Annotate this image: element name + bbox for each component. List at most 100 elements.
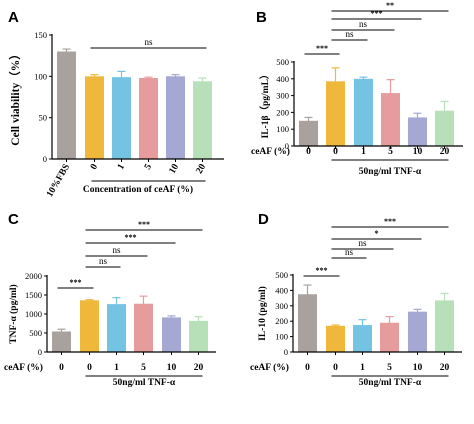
y-axis-label: Cell viability（%） (8, 48, 22, 145)
bar (166, 76, 185, 159)
significance-label: * (375, 229, 379, 238)
significance-label: ns (359, 19, 368, 29)
panel-letter: A (8, 9, 19, 26)
bar (112, 77, 131, 159)
x-tick-label: 0 (89, 162, 100, 171)
x-tick-label: 10 (413, 363, 423, 373)
bar (298, 294, 317, 352)
significance-label: *** (316, 266, 328, 275)
bar (139, 77, 158, 159)
y-tick-label: 1000 (25, 309, 42, 319)
bar (381, 93, 400, 146)
y-tick-label: 100 (34, 71, 47, 81)
bar (380, 322, 399, 352)
y-axis-label: IL-10 (pg/ml) (257, 286, 268, 341)
bar (134, 303, 153, 352)
x-tick-label: 5 (387, 363, 392, 373)
bar (57, 51, 76, 159)
significance-label: *** (316, 44, 328, 53)
bar (193, 81, 212, 159)
x-tick-label: 20 (194, 363, 204, 373)
x-tick-label: 10%FBS (45, 163, 72, 200)
x-tick-label: 0 (306, 147, 311, 157)
y-tick-label: 0 (38, 347, 42, 357)
y-tick-label: 2000 (25, 271, 42, 281)
significance-label: ns (144, 37, 153, 47)
y-tick-label: 500 (29, 328, 42, 338)
x-tick-label: 20 (195, 162, 209, 175)
bar (80, 300, 99, 352)
x-tick-label: 1 (360, 363, 365, 373)
y-tick-label: 0 (43, 154, 47, 164)
bar (435, 300, 454, 352)
x-tick-label: 0 (305, 363, 310, 373)
panel-c: C 0 500 1000 1500 2000 0 0 1 5 10 20 TNF-α (pg/ml) ce… (4, 211, 216, 388)
significance-label: ** (386, 1, 394, 10)
x-tick-label: 20 (440, 363, 450, 373)
row-label: ceAF (%) (251, 146, 290, 157)
bar (52, 331, 71, 352)
y-tick-label: 300 (275, 301, 288, 311)
significance-label: *** (371, 9, 383, 18)
significance-label: *** (70, 278, 82, 287)
bar (326, 325, 345, 352)
y-tick-label: 1500 (25, 290, 42, 300)
panel-letter: B (256, 9, 267, 26)
panel-d: D 0 100 200 300 400 500 0 0 1 5 10 20 IL-10 (pg/ml) ce… (250, 211, 462, 388)
y-tick-label: 200 (276, 107, 289, 117)
x-tick-label: 10 (413, 147, 423, 157)
y-tick-label: 150 (34, 30, 47, 40)
y-tick-label: 500 (275, 270, 288, 280)
bar (354, 78, 373, 146)
group-label: 50ng/ml TNF-α (359, 378, 422, 388)
group-label: 50ng/ml TNF-α (113, 378, 176, 388)
group-label: 50ng/ml TNF-α (359, 167, 422, 177)
significance-label: ns (112, 245, 121, 255)
x-tick-label: 1 (114, 363, 119, 373)
bar (162, 317, 181, 352)
x-tick-label: 10 (167, 363, 177, 373)
y-tick-label: 50 (39, 113, 48, 123)
row-label: ceAF (%) (250, 362, 289, 373)
x-tick-label: 0 (333, 147, 338, 157)
panel-b: B 0 100 200 300 400 500 0 0 1 5 10 20 IL-1β（pg/mL） ceA… (251, 1, 463, 177)
x-tick-label: 5 (141, 363, 146, 373)
bar (435, 110, 454, 146)
y-tick-label: 100 (276, 124, 289, 134)
bar (353, 325, 372, 352)
bar (408, 311, 427, 352)
y-tick-label: 0 (285, 141, 289, 151)
y-tick-label: 300 (276, 91, 289, 101)
y-tick-label: 400 (275, 285, 288, 295)
panel-letter: D (258, 211, 269, 228)
x-tick-label: 1 (116, 162, 127, 171)
significance-label: *** (138, 220, 150, 229)
bar (299, 120, 318, 146)
bar (408, 117, 427, 146)
bar (85, 76, 104, 159)
row-label: ceAF (%) (4, 362, 43, 373)
x-tick-label: 5 (143, 162, 154, 171)
y-tick-label: 400 (276, 74, 289, 84)
panel-letter: C (8, 211, 19, 228)
y-tick-label: 100 (275, 332, 288, 342)
significance-label: *** (384, 217, 396, 226)
x-tick-label: 0 (87, 363, 92, 373)
bar (189, 320, 208, 352)
significance-label: ns (358, 238, 367, 248)
x-tick-label: 0 (333, 363, 338, 373)
y-axis-label: IL-1β（pg/mL） (259, 70, 271, 139)
significance-label: *** (125, 233, 137, 242)
y-tick-label: 200 (275, 316, 288, 326)
significance-label: ns (345, 29, 354, 39)
x-tick-label: 0 (59, 363, 64, 373)
bar (107, 304, 126, 352)
y-tick-label: 0 (284, 347, 288, 357)
significance-label: ns (99, 256, 108, 266)
y-axis-label: TNF-α (pg/ml) (8, 284, 19, 343)
x-tick-label: 20 (440, 147, 450, 157)
x-tick-label: 10 (168, 162, 182, 175)
x-tick-label: 1 (361, 147, 366, 157)
